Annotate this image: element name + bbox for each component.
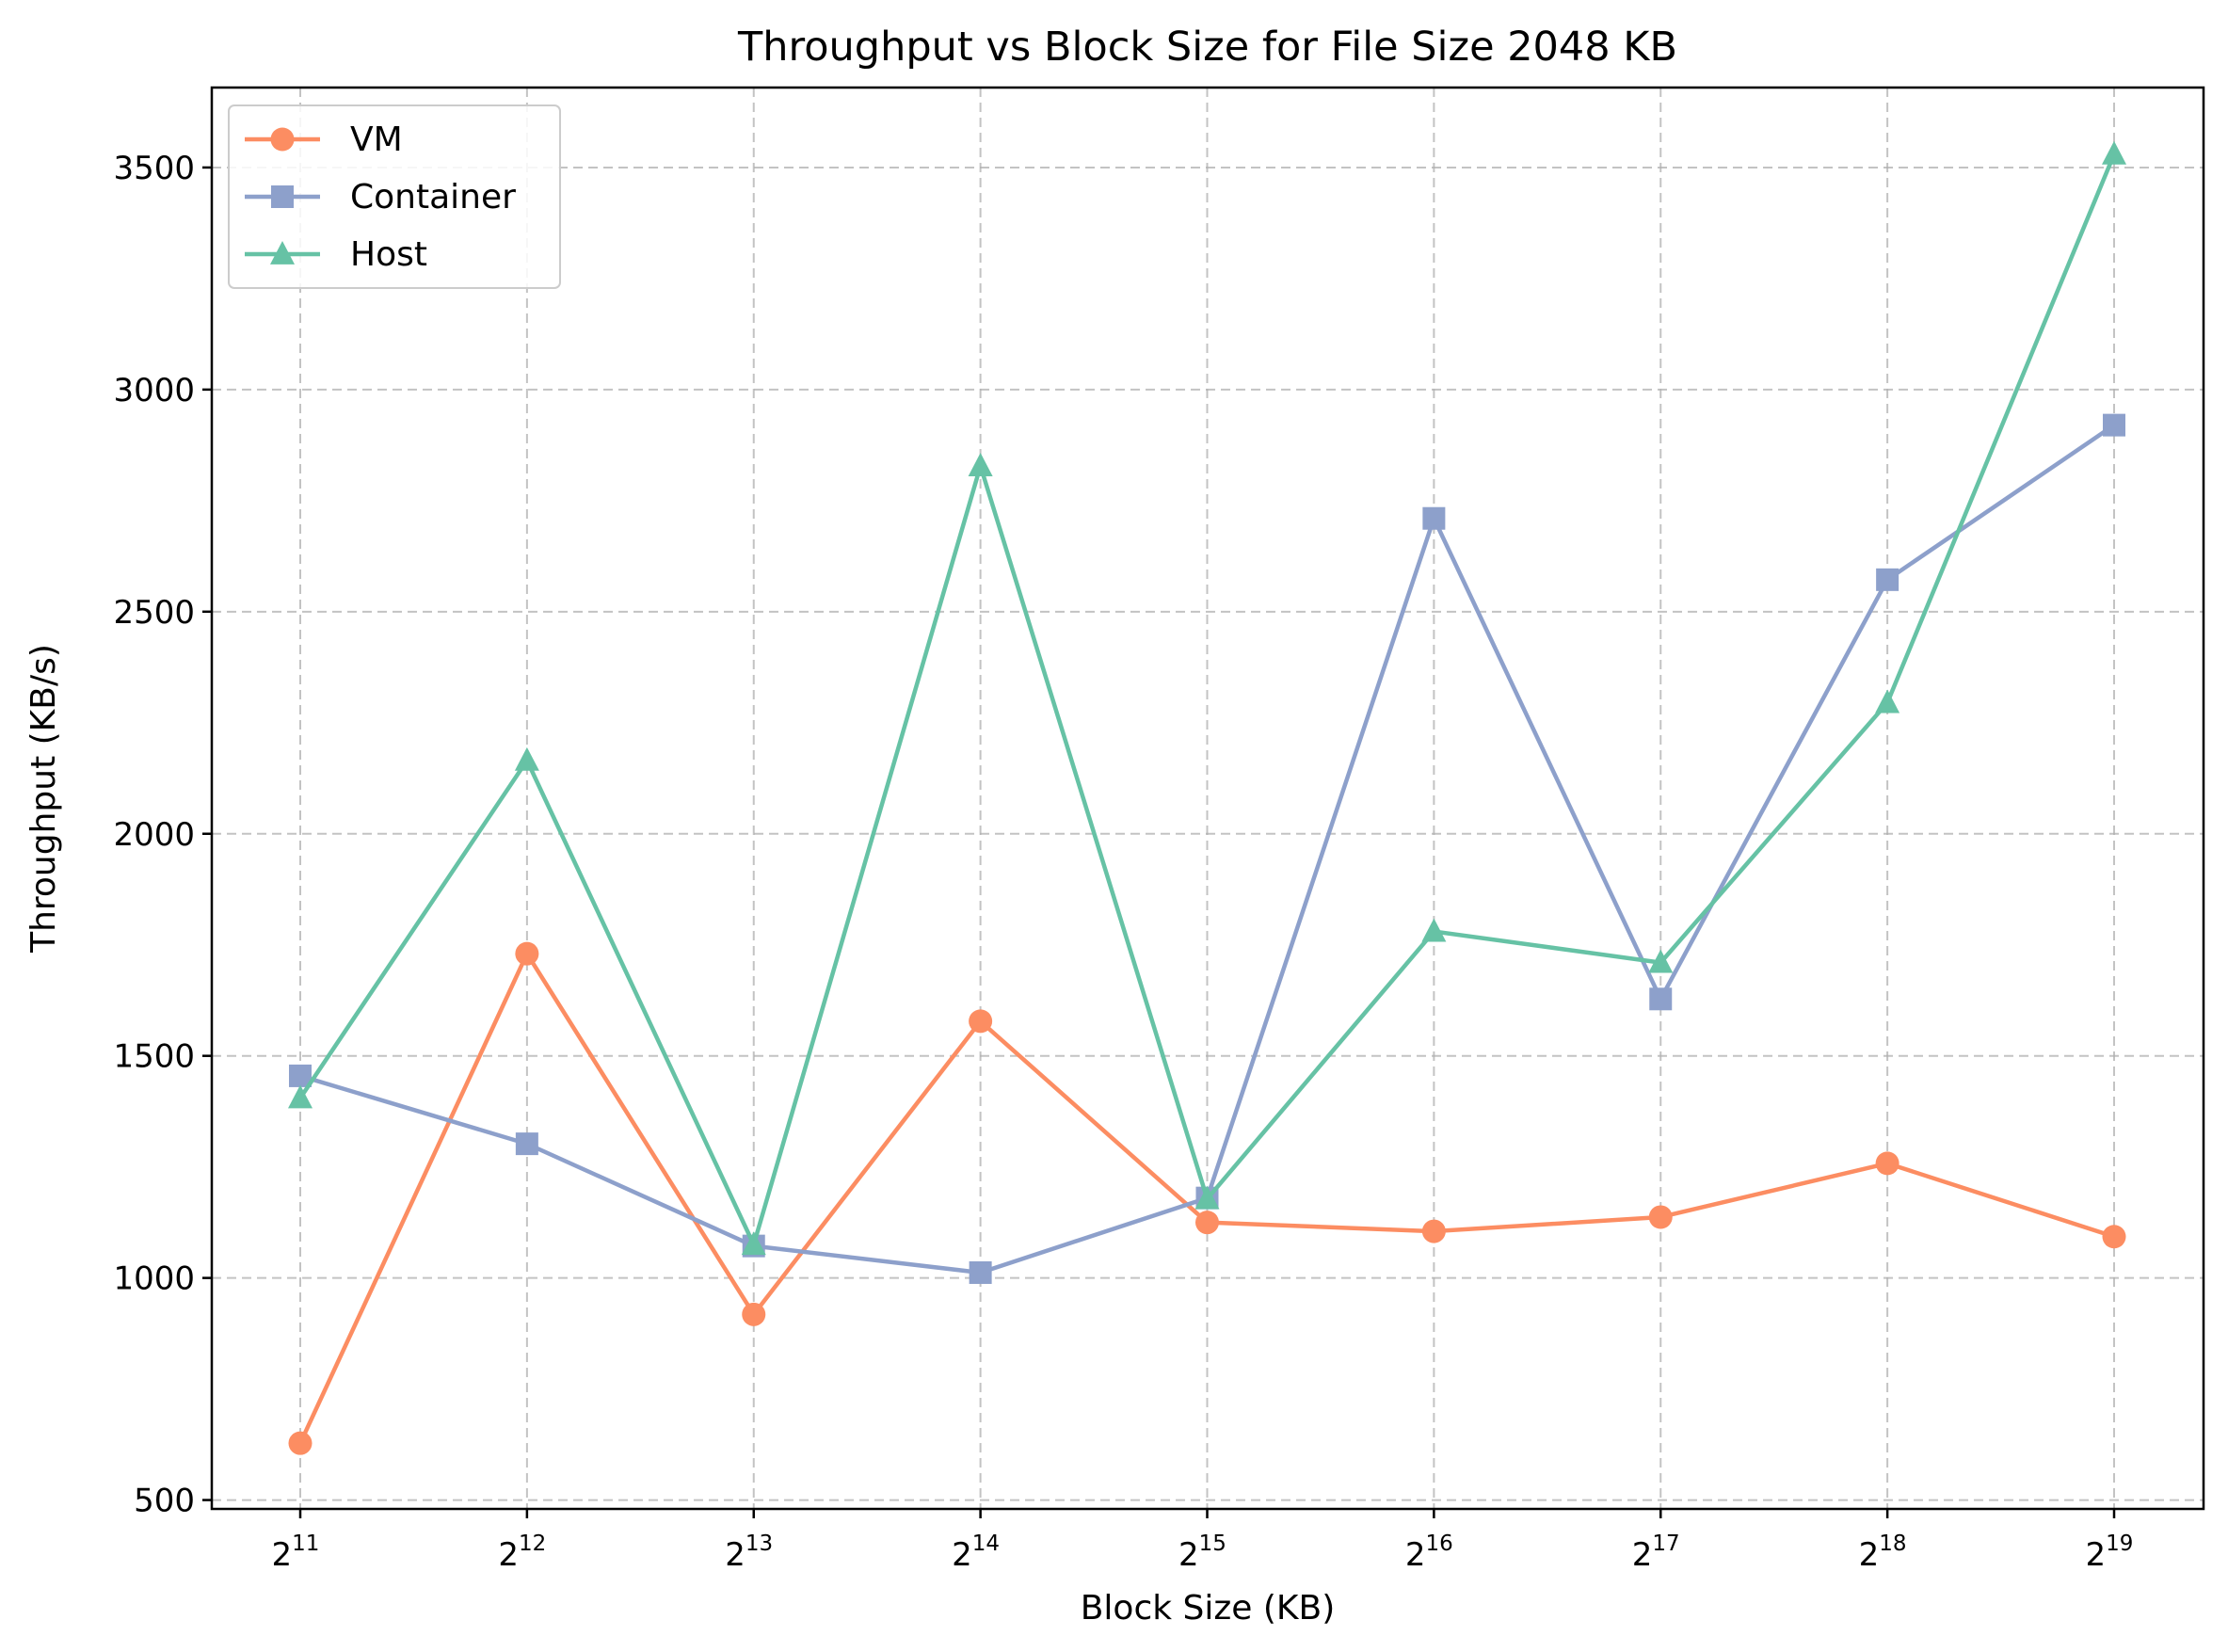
- y-axis-label: Throughput (KB/s): [24, 644, 63, 954]
- y-tick-label: 1000: [113, 1260, 195, 1298]
- y-tick-label: 2500: [113, 594, 195, 632]
- tick-layer: 211 212 213 214 215 216 217 218 2195001000150020…: [113, 150, 2133, 1574]
- legend-marker-host: [270, 241, 295, 265]
- legend-item-vm: VM: [245, 120, 403, 159]
- legend-marker-container: [271, 185, 294, 208]
- data-point-host: [1648, 949, 1674, 973]
- x-tick-label: 218: [1859, 1532, 1907, 1574]
- x-tick-exponent: 16: [1426, 1532, 1453, 1556]
- x-axis-label: Block Size (KB): [1081, 1589, 1336, 1628]
- series-layer: [288, 140, 2126, 1455]
- legend-box: [228, 104, 561, 289]
- data-point-container: [969, 1260, 992, 1284]
- legend-label-container: Container: [350, 178, 516, 217]
- data-point-vm: [288, 1431, 313, 1455]
- data-point-vm: [1648, 1205, 1673, 1229]
- x-tick-exponent: 17: [1652, 1532, 1679, 1556]
- data-point-host: [288, 1084, 313, 1109]
- x-tick-label: 212: [498, 1532, 546, 1574]
- data-point-host: [968, 453, 993, 476]
- chart-title: Throughput vs Block Size for File Size 2…: [737, 24, 1677, 71]
- data-point-vm: [2102, 1225, 2126, 1249]
- x-tick-label: 216: [1405, 1532, 1453, 1574]
- data-point-container: [1649, 987, 1673, 1011]
- data-point-vm: [1421, 1219, 1446, 1243]
- y-tick-label: 3500: [113, 150, 195, 187]
- data-point-host: [1875, 689, 1900, 714]
- y-tick-label: 500: [134, 1483, 195, 1520]
- data-point-container: [515, 1132, 538, 1156]
- x-tick-exponent: 14: [972, 1532, 1000, 1556]
- data-point-host: [1194, 1185, 1220, 1210]
- x-tick-base: 2: [1178, 1536, 1199, 1574]
- data-point-host: [741, 1231, 766, 1256]
- x-tick-label: 214: [952, 1532, 1000, 1574]
- legend-item-host: Host: [245, 235, 427, 274]
- x-tick-exponent: 13: [745, 1532, 773, 1556]
- x-tick-exponent: 18: [1879, 1532, 1906, 1556]
- series-vm: [288, 941, 2126, 1455]
- x-tick-label: 219: [2086, 1532, 2134, 1574]
- data-point-host: [2102, 140, 2126, 165]
- data-point-vm: [1875, 1151, 1899, 1176]
- x-tick-label: 211: [272, 1532, 320, 1574]
- x-tick-base: 2: [1859, 1536, 1880, 1574]
- y-tick-label: 1500: [113, 1038, 195, 1076]
- data-point-host: [1421, 918, 1447, 942]
- data-point-container: [1422, 506, 1446, 530]
- data-point-container: [1876, 568, 1899, 591]
- data-point-host: [514, 746, 539, 771]
- grid-layer: [212, 88, 2204, 1509]
- data-point-vm: [515, 941, 539, 966]
- legend: VM Container Host: [228, 104, 561, 289]
- data-point-container: [2103, 413, 2125, 437]
- x-tick-label: 217: [1632, 1532, 1680, 1574]
- legend-item-container: Container: [245, 178, 516, 217]
- legend-marker-vm: [270, 127, 295, 152]
- x-tick-base: 2: [952, 1536, 972, 1574]
- x-tick-base: 2: [725, 1536, 745, 1574]
- x-tick-exponent: 19: [2106, 1532, 2133, 1556]
- y-tick-label: 3000: [113, 372, 195, 409]
- x-tick-base: 2: [272, 1536, 293, 1574]
- x-tick-base: 2: [1632, 1536, 1653, 1574]
- y-tick-label: 2000: [113, 816, 195, 854]
- data-point-vm: [969, 1009, 993, 1034]
- x-tick-base: 2: [498, 1536, 519, 1574]
- legend-label-vm: VM: [350, 120, 403, 159]
- x-tick-base: 2: [2086, 1536, 2107, 1574]
- x-tick-exponent: 11: [292, 1532, 319, 1556]
- x-tick-label: 213: [725, 1532, 773, 1574]
- data-point-vm: [742, 1302, 766, 1326]
- x-tick-exponent: 15: [1199, 1532, 1226, 1556]
- x-tick-label: 215: [1178, 1532, 1226, 1574]
- data-point-vm: [1195, 1211, 1219, 1235]
- legend-label-host: Host: [350, 235, 427, 274]
- x-tick-base: 2: [1405, 1536, 1426, 1574]
- series-host: [288, 140, 2126, 1256]
- x-tick-exponent: 12: [519, 1532, 546, 1556]
